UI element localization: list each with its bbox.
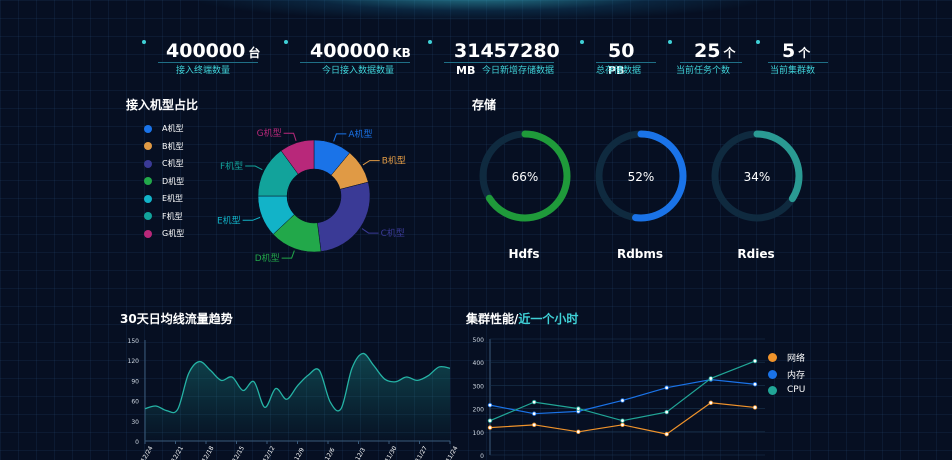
stat-label: 今日新增存储数据 [482,66,555,76]
cluster-legend-item[interactable]: 网络 [768,351,805,364]
legend-label: E机型 [162,194,184,203]
stat-value: 25 [694,40,721,62]
pie-legend-item[interactable]: A机型 [144,123,183,134]
cluster-legend-item[interactable]: 内存 [768,368,805,381]
legend-label: G机型 [162,229,185,238]
cluster-title-accent: 近一个小时 [518,312,579,326]
ring-label-rdbms: Rdbms [616,247,664,261]
legend-label: 内存 [787,371,806,381]
stat-data-count: 400000 KB 今日接入数据数量 [284,40,411,76]
pie-legend-item[interactable]: E机型 [144,193,183,204]
stat-value: 50 [608,40,635,62]
stat-unit: PB [608,64,625,77]
stat-label: 当前任务个数 [676,66,731,76]
stat-label: 接入终端数量 [176,66,231,76]
stat-total-storage: 50 PB 总存储数据 [580,40,656,77]
legend-label: B机型 [162,141,184,151]
stat-unit: KB [392,46,411,60]
trend-title: 30天日均线流量趋势 [120,312,233,326]
legend-swatch [144,229,152,238]
pie-legend-item[interactable]: F机型 [144,211,183,222]
legend-swatch [768,385,777,395]
stat-tasks: 25 个 当前任务个数 [668,40,742,76]
legend-swatch [144,142,152,150]
pie-legend-item[interactable]: C机型 [144,158,184,169]
pie-section-title: 接入机型占比 [126,98,199,112]
stat-label: 当前集群数 [770,66,816,76]
stat-value: 400000 [310,40,390,62]
cluster-title: 集群性能/近一个小时 [466,310,578,327]
legend-label: CPU [787,385,806,395]
legend-swatch [144,194,152,203]
cluster-legend-item[interactable]: CPU [768,385,805,395]
header-glow [200,0,760,20]
stat-value: 5 [782,40,796,62]
ring-label-hdfs: Hdfs [508,247,540,261]
legend-swatch [144,124,152,133]
ring-label-rdies: Rdies [737,247,775,261]
legend-label: F机型 [162,211,183,221]
legend-label: A机型 [162,124,184,133]
legend-swatch [144,212,152,220]
stat-unit: 台 [248,46,261,60]
legend-label: C机型 [162,159,184,168]
stat-label: 今日接入数据数量 [322,66,395,76]
stat-new-storage: 31457280 MB 今日新增存储数据 [428,40,560,77]
stat-value: 31457280 [454,40,560,62]
pie-legend-item[interactable]: B机型 [144,141,184,152]
legend-label: 网络 [787,354,806,364]
legend-label: D机型 [162,176,185,186]
legend-swatch [768,353,777,362]
stat-label: 总存储数据 [596,66,642,76]
stat-value: 400000 [166,40,246,62]
legend-swatch [768,370,777,379]
pie-legend-item[interactable]: D机型 [144,176,184,187]
stat-unit: 个 [723,46,736,60]
stat-terminals: 400000 台 接入终端数量 [142,40,261,76]
pie-legend-item[interactable]: G机型 [144,228,184,239]
storage-title: 存储 [472,98,497,112]
stat-unit: MB [456,64,476,77]
legend-swatch [144,177,152,185]
cluster-title-main: 集群性能/ [466,312,519,326]
stat-unit: 个 [798,46,811,60]
legend-swatch [144,159,152,168]
